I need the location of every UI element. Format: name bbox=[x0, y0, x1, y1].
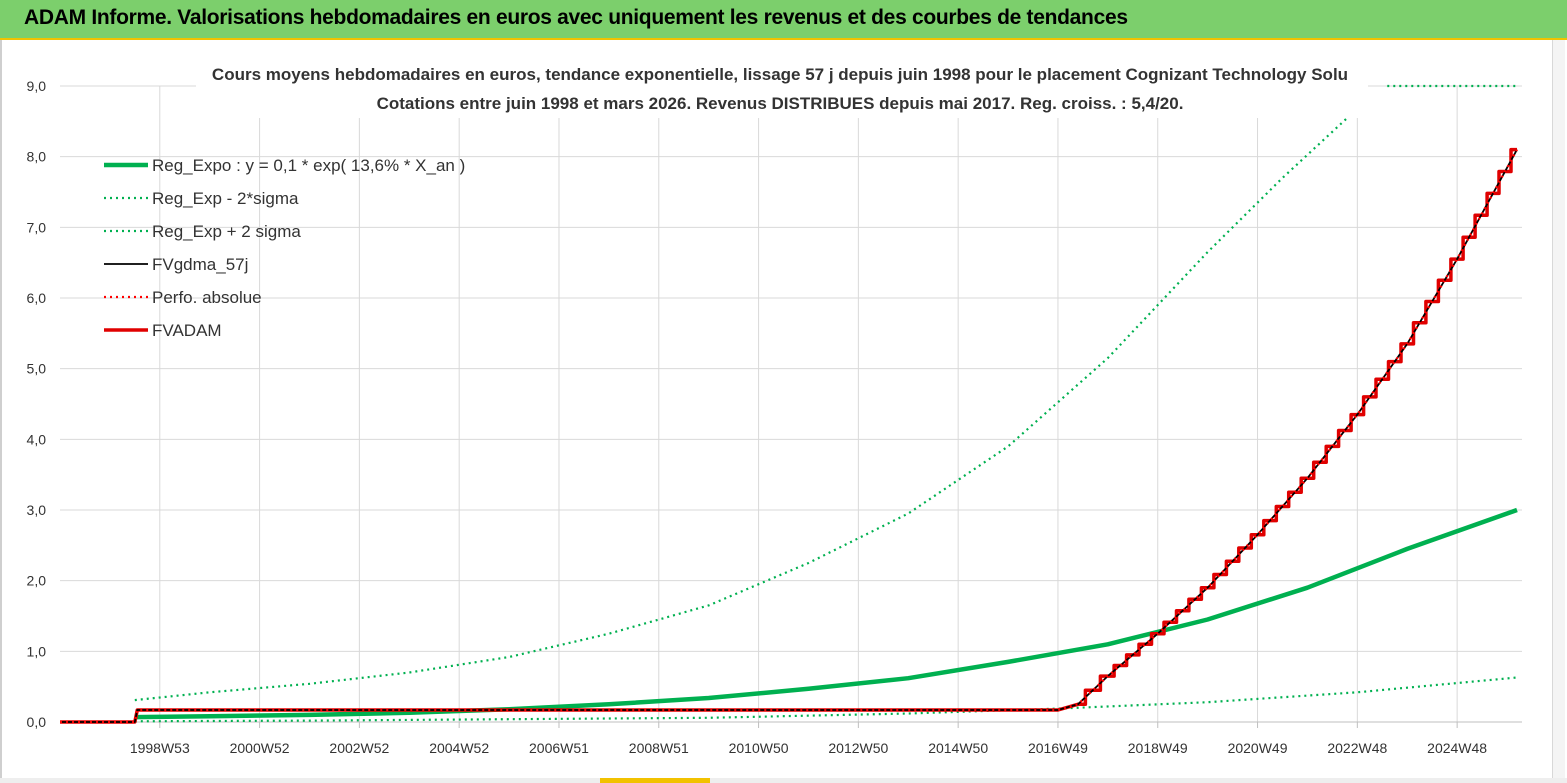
x-tick-label: 2014W50 bbox=[928, 740, 988, 756]
y-tick-label: 2,0 bbox=[27, 573, 47, 589]
chart-title: Cours moyens hebdomadaires en euros, ten… bbox=[212, 65, 1348, 84]
series-line bbox=[134, 507, 1518, 720]
legend-label: FVgdma_57j bbox=[152, 255, 248, 274]
line-chart: 0,0 1,0 2,0 3,0 4,0 5,0 6,0 7,0 8,0 9,0 1998W53 200… bbox=[27, 56, 1522, 756]
y-tick-label: 1,0 bbox=[27, 643, 47, 659]
series-line bbox=[60, 149, 1518, 724]
y-tick-label: 7,0 bbox=[27, 219, 47, 235]
x-tick-label: 2012W50 bbox=[828, 740, 888, 756]
x-tick-label: 2020W49 bbox=[1228, 740, 1288, 756]
series-line bbox=[134, 116, 1349, 702]
y-tick-label: 8,0 bbox=[27, 149, 47, 165]
x-tick-label: 1998W53 bbox=[130, 740, 190, 756]
window-title: ADAM Informe. Valorisations hebdomadaire… bbox=[24, 6, 1128, 29]
chart-subtitle: Cotations entre juin 1998 et mars 2026. … bbox=[377, 94, 1184, 113]
frame-left-border bbox=[0, 40, 2, 783]
x-tick-label: 2018W49 bbox=[1128, 740, 1188, 756]
x-tick-label: 2004W52 bbox=[429, 740, 489, 756]
chart-series bbox=[60, 84, 1518, 724]
y-tick-label: 6,0 bbox=[27, 290, 47, 306]
legend-label: FVADAM bbox=[152, 321, 222, 340]
y-tick-label: 9,0 bbox=[27, 78, 47, 94]
x-tick-label: 2016W49 bbox=[1028, 740, 1088, 756]
vertical-scrollbar[interactable] bbox=[1552, 40, 1565, 783]
title-background bbox=[196, 56, 1368, 118]
frame-bottom-border bbox=[0, 778, 1567, 783]
chart-grid bbox=[60, 85, 1522, 723]
y-tick-label: 3,0 bbox=[27, 502, 47, 518]
legend-label: Reg_Expo : y = 0,1 * exp( 13,6% * X_an ) bbox=[152, 156, 465, 175]
x-tick-label: 2022W48 bbox=[1327, 740, 1387, 756]
window-title-bar: ADAM Informe. Valorisations hebdomadaire… bbox=[0, 0, 1567, 40]
legend-label: Reg_Exp - 2*sigma bbox=[152, 189, 299, 208]
x-tick-label: 2024W48 bbox=[1427, 740, 1487, 756]
y-tick-label: 0,0 bbox=[27, 714, 47, 730]
y-tick-label: 5,0 bbox=[27, 361, 47, 377]
sheet-tab-accent bbox=[600, 778, 710, 783]
chart-axes: 0,0 1,0 2,0 3,0 4,0 5,0 6,0 7,0 8,0 9,0 1998W53 200… bbox=[27, 78, 1522, 756]
x-tick-label: 2008W51 bbox=[629, 740, 689, 756]
x-tick-label: 2002W52 bbox=[329, 740, 389, 756]
x-tick-label: 2010W50 bbox=[729, 740, 789, 756]
chart-legend: Reg_Expo : y = 0,1 * exp( 13,6% * X_an )… bbox=[104, 156, 465, 340]
legend-label: Perfo. absolue bbox=[152, 288, 262, 307]
x-tick-label: 2000W52 bbox=[230, 740, 290, 756]
series-line bbox=[134, 676, 1518, 723]
y-tick-label: 4,0 bbox=[27, 431, 47, 447]
x-tick-label: 2006W51 bbox=[529, 740, 589, 756]
legend-label: Reg_Exp + 2 sigma bbox=[152, 222, 301, 241]
